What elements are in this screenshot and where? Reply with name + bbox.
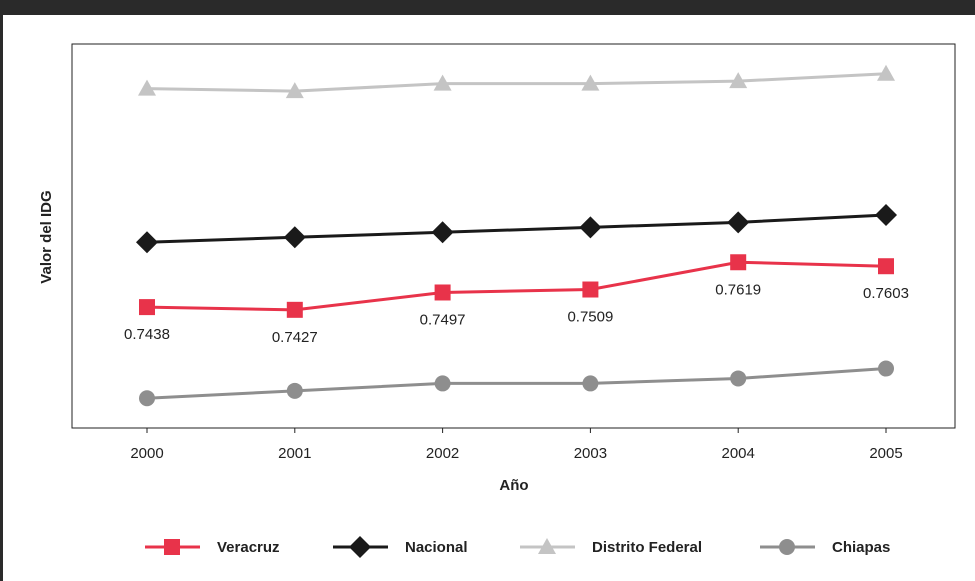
x-axis-ticks (146, 428, 887, 433)
x-tick-label-2005: 2005 (869, 445, 902, 462)
point-veracruz-2003 (582, 281, 599, 298)
point-distrito-federal-2002 (433, 74, 452, 91)
legend-label-nacional: Nacional (405, 539, 468, 556)
data-label-veracruz-2003: 0.7509 (567, 309, 613, 326)
legend-item-distrito-federal: Distrito Federal (520, 538, 702, 556)
point-veracruz-2005 (878, 258, 894, 275)
point-veracruz-2002 (434, 284, 451, 301)
point-chiapas-2004 (730, 370, 747, 387)
point-distrito-federal-2004 (729, 72, 748, 89)
x-tick-label-2002: 2002 (426, 445, 459, 462)
series-line-veracruz (146, 260, 887, 312)
series-line-nacional (146, 213, 887, 244)
x-axis-title: Año (499, 477, 528, 494)
x-tick-label-2004: 2004 (722, 445, 755, 462)
series-line-chiapas (146, 367, 887, 400)
point-chiapas-2001 (286, 382, 303, 399)
series-layer (136, 64, 897, 407)
point-nacional-2000 (136, 231, 158, 254)
point-nacional-2001 (283, 226, 306, 249)
point-chiapas-2000 (139, 390, 155, 407)
point-nacional-2002 (431, 221, 454, 244)
x-axis-tick-labels: 2000 2001 2002 2003 2004 2005 (130, 445, 902, 462)
series-distrito-federal (138, 64, 895, 99)
series-line-distrito-federal (146, 72, 887, 93)
point-chiapas-2005 (878, 360, 894, 377)
data-label-veracruz-2000: 0.7438 (124, 326, 170, 343)
legend-item-chiapas: Chiapas (760, 539, 890, 556)
legend-label-veracruz: Veracruz (217, 539, 280, 556)
series-nacional (136, 203, 897, 254)
data-label-veracruz-2005: 0.7603 (863, 285, 909, 302)
series-chiapas (139, 360, 894, 407)
legend: Veracruz Nacional Distrito Federal Chiapas (145, 536, 890, 558)
point-chiapas-2002 (434, 375, 451, 392)
point-distrito-federal-2003 (581, 74, 600, 91)
point-nacional-2003 (579, 216, 602, 239)
point-chiapas-2003 (582, 375, 599, 392)
data-label-veracruz-2001: 0.7427 (272, 329, 318, 346)
series-veracruz (139, 254, 894, 318)
legend-item-nacional: Nacional (333, 536, 468, 558)
point-veracruz-2004 (730, 254, 747, 271)
data-label-veracruz-2002: 0.7497 (420, 311, 466, 328)
x-tick-label-2001: 2001 (278, 445, 311, 462)
point-nacional-2004 (727, 211, 750, 234)
legend-label-chiapas: Chiapas (832, 539, 890, 556)
plot-area (71, 43, 956, 429)
data-label-veracruz-2004: 0.7619 (715, 281, 761, 298)
legend-marker-chiapas (779, 539, 795, 555)
legend-marker-distrito-federal (538, 538, 556, 554)
legend-item-veracruz: Veracruz (145, 539, 280, 556)
point-veracruz-2000 (139, 299, 155, 316)
point-distrito-federal-2001 (285, 82, 304, 99)
data-labels: 0.7438 0.7427 0.7497 0.7509 0.7619 0.7603 (124, 281, 909, 346)
point-nacional-2005 (875, 203, 897, 226)
x-tick-label-2000: 2000 (130, 445, 163, 462)
point-distrito-federal-2000 (138, 79, 156, 96)
point-distrito-federal-2005 (877, 64, 895, 81)
legend-marker-nacional (349, 536, 371, 558)
point-veracruz-2001 (286, 301, 303, 318)
y-axis-title: Valor del IDG (38, 190, 55, 283)
legend-marker-veracruz (164, 539, 180, 555)
legend-label-distrito-federal: Distrito Federal (592, 539, 702, 556)
x-tick-label-2003: 2003 (574, 445, 607, 462)
